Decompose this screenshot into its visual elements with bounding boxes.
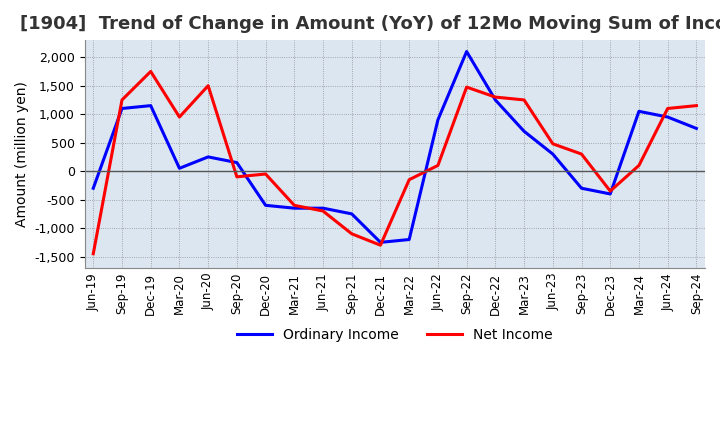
Ordinary Income [261,203,270,208]
Ordinary Income [634,109,643,114]
Ordinary Income [692,126,701,131]
Net Income [204,83,212,88]
Ordinary Income [462,49,471,54]
Ordinary Income [433,117,442,122]
Net Income [433,163,442,168]
Net Income [319,209,328,214]
Net Income [520,97,528,103]
Line: Net Income: Net Income [94,71,696,254]
Ordinary Income [319,205,328,211]
Net Income [117,97,126,103]
Net Income [549,141,557,147]
Net Income [663,106,672,111]
Line: Ordinary Income: Ordinary Income [94,51,696,242]
Ordinary Income [549,151,557,157]
Net Income [290,203,299,208]
Y-axis label: Amount (million yen): Amount (million yen) [15,81,29,227]
Net Income [577,151,586,157]
Ordinary Income [117,106,126,111]
Ordinary Income [348,211,356,216]
Ordinary Income [520,128,528,134]
Ordinary Income [146,103,155,108]
Ordinary Income [663,114,672,120]
Net Income [634,163,643,168]
Net Income [261,171,270,176]
Ordinary Income [405,237,413,242]
Ordinary Income [606,191,615,197]
Net Income [462,84,471,90]
Net Income [348,231,356,236]
Legend: Ordinary Income, Net Income: Ordinary Income, Net Income [232,323,558,348]
Net Income [491,95,500,100]
Net Income [146,69,155,74]
Ordinary Income [233,160,241,165]
Net Income [89,251,98,257]
Net Income [376,242,384,248]
Net Income [606,188,615,194]
Ordinary Income [175,165,184,171]
Net Income [405,177,413,182]
Net Income [175,114,184,120]
Ordinary Income [491,97,500,103]
Net Income [233,174,241,180]
Net Income [692,103,701,108]
Ordinary Income [204,154,212,160]
Ordinary Income [376,240,384,245]
Ordinary Income [290,205,299,211]
Ordinary Income [89,186,98,191]
Title: [1904]  Trend of Change in Amount (YoY) of 12Mo Moving Sum of Incomes: [1904] Trend of Change in Amount (YoY) o… [20,15,720,33]
Ordinary Income [577,186,586,191]
